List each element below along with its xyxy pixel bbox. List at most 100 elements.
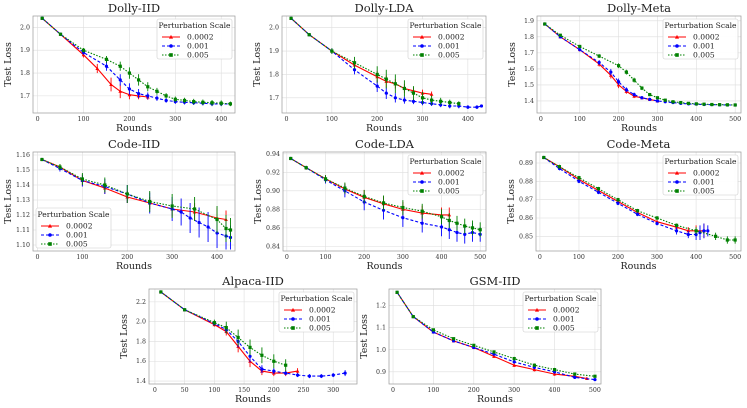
- legend-label: 0.001: [693, 42, 715, 51]
- x-tick-label: 300: [508, 387, 520, 394]
- circle-marker: [512, 360, 516, 364]
- square-marker: [420, 96, 425, 100]
- circle-marker: [420, 44, 424, 48]
- legend-item-0.005: 0.005: [413, 51, 460, 60]
- x-tick-label: 0: [538, 254, 542, 261]
- x-tick-label: 500: [474, 254, 486, 261]
- y-tick-label: 0.90: [266, 188, 280, 195]
- chart-title: GSM-IID: [469, 274, 520, 288]
- y-tick-label: 0.94: [266, 151, 280, 158]
- square-marker: [733, 238, 737, 242]
- square-marker: [304, 166, 308, 170]
- y-tick-label: 0.85: [519, 233, 533, 240]
- y-tick-label: 1.8: [269, 71, 279, 78]
- square-marker: [80, 177, 84, 181]
- circle-marker: [609, 70, 613, 74]
- y-tick-label: 1.8: [20, 70, 30, 77]
- circle-marker: [573, 375, 577, 379]
- y-tick-label: 1.8: [136, 338, 146, 345]
- x-tick-label: 250: [297, 387, 309, 394]
- square-marker: [170, 204, 174, 208]
- chart-title: Code-IID: [108, 137, 160, 151]
- circle-marker: [260, 367, 264, 371]
- y-tick-label: 1.8: [524, 34, 534, 41]
- square-marker: [284, 363, 288, 367]
- circle-marker: [291, 317, 295, 321]
- circle-marker: [164, 98, 168, 103]
- square-marker: [183, 308, 187, 312]
- plot-frame: [536, 15, 742, 114]
- square-marker: [671, 100, 675, 104]
- square-marker: [228, 102, 233, 106]
- square-marker: [395, 290, 399, 294]
- square-marker: [224, 226, 228, 231]
- square-marker: [702, 102, 706, 106]
- x-tick-label: 400: [211, 254, 223, 261]
- x-tick-label: 100: [573, 254, 585, 261]
- series-0.001: [542, 155, 710, 240]
- chart-panel-code-lda: 0 100 200 300 400 500 0.84 0.86 0.88 0.90 0.92 0.94…: [253, 137, 487, 272]
- series-group: [289, 16, 484, 110]
- legend-label: 0.001: [309, 315, 331, 324]
- square-marker: [164, 94, 168, 98]
- chart-panel-gsm-iid: 0 100 200 300 400 500 0.9 1.0 1.1 1.2 GSM-IID Round…: [359, 274, 602, 405]
- square-marker: [710, 102, 714, 107]
- x-tick-label: 100: [320, 254, 332, 261]
- legend-label: 0.005: [438, 51, 460, 60]
- square-marker: [578, 44, 582, 49]
- square-marker: [596, 187, 601, 191]
- triangle-marker: [109, 82, 113, 86]
- x-axis-label: Rounds: [477, 394, 513, 405]
- x-tick-label: 200: [268, 387, 280, 394]
- square-marker: [323, 177, 328, 181]
- legend-item-0.001: 0.001: [528, 315, 575, 324]
- square-marker: [439, 99, 443, 103]
- legend-item-0.001: 0.001: [162, 42, 209, 51]
- square-marker: [635, 209, 640, 213]
- chart-panel-alpaca-iid: 0 50 100 150 200 250 300 1.4 1.6 1.8 2.0 2.2 Alpaca-…: [119, 274, 358, 405]
- square-marker: [439, 215, 444, 219]
- y-tick-label: 1.4: [136, 378, 146, 385]
- x-tick-label: 100: [574, 116, 586, 123]
- series-0.001: [159, 290, 347, 379]
- legend-item-0.005: 0.005: [284, 324, 331, 333]
- series-line: [544, 23, 736, 106]
- chart-panel-code-iid: 0 100 200 300 400 1.10 1.11 1.12 1.13 1.14 1.15 1.1…: [3, 137, 236, 272]
- legend-label: 0.0002: [693, 33, 720, 42]
- y-tick-label: 1.14: [16, 182, 30, 189]
- legend-label: 0.001: [553, 315, 575, 324]
- square-marker: [624, 70, 628, 74]
- square-marker: [478, 228, 482, 232]
- square-marker: [103, 183, 107, 187]
- circle-marker: [179, 210, 183, 214]
- triangle-marker: [686, 228, 691, 233]
- x-tick-label: 200: [121, 254, 133, 261]
- y-tick-label: 2.0: [136, 319, 146, 326]
- square-marker: [219, 101, 223, 105]
- triangle-marker: [118, 89, 123, 93]
- circle-marker: [686, 232, 690, 237]
- legend-label: 0.001: [438, 178, 460, 187]
- x-tick-label: 400: [215, 116, 227, 123]
- y-tick-label: 0.86: [519, 215, 533, 222]
- square-marker: [455, 221, 459, 225]
- legend-item-0.0002: 0.0002: [668, 33, 720, 42]
- legend-item-0.0002: 0.0002: [41, 222, 93, 231]
- x-axis-label: Rounds: [116, 261, 152, 272]
- x-tick-label: 0: [391, 387, 395, 394]
- square-marker: [173, 97, 177, 101]
- x-tick-label: 300: [651, 254, 663, 261]
- chart-title: Dolly-Meta: [607, 1, 671, 15]
- series-line: [160, 291, 346, 377]
- square-marker: [402, 86, 406, 91]
- x-axis-label: Rounds: [620, 261, 656, 272]
- square-marker: [552, 368, 557, 372]
- series-0.005: [395, 290, 597, 378]
- square-marker: [127, 71, 132, 75]
- circle-marker: [352, 68, 357, 72]
- legend-label: 0.001: [187, 42, 209, 51]
